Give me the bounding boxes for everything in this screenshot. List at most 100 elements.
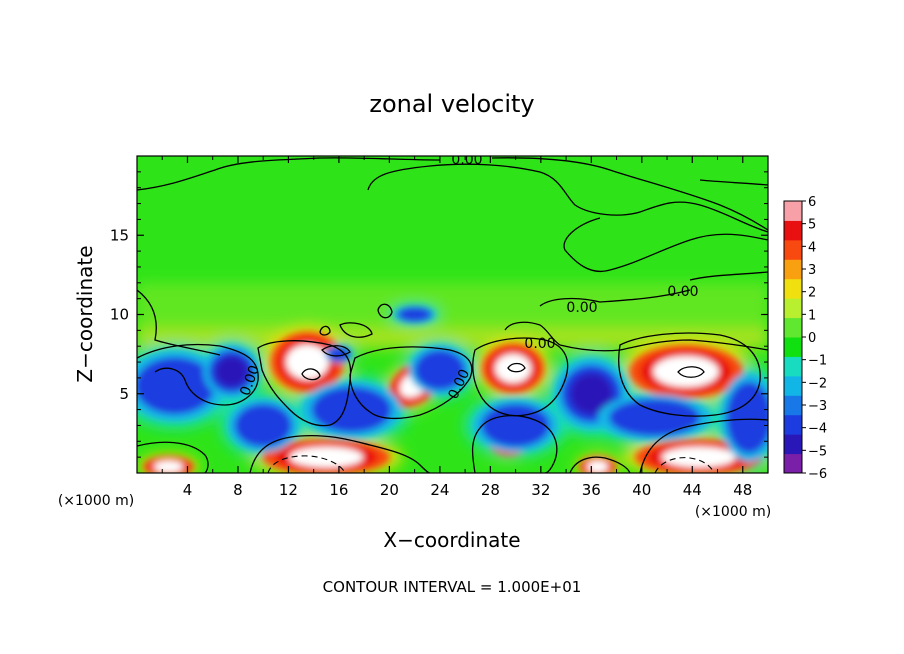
contour-line xyxy=(507,362,526,373)
colorbar-label: −5 xyxy=(808,444,827,459)
x-tick-label: 36 xyxy=(582,481,601,499)
colorbar-label: 5 xyxy=(808,218,816,233)
contour-line xyxy=(301,368,321,381)
contour-line-negative xyxy=(654,457,715,473)
field-max-peak xyxy=(289,446,364,468)
contour-line xyxy=(137,343,259,406)
contour-line xyxy=(539,289,691,307)
field-max-peak xyxy=(286,344,329,380)
x-tick-label: 48 xyxy=(733,481,752,499)
field-max-peak xyxy=(495,353,532,383)
y-tick-label: 5 xyxy=(119,385,129,403)
field-max-peak xyxy=(653,356,719,388)
contour-line xyxy=(319,325,331,336)
x-tick-label: 20 xyxy=(380,481,399,499)
field-max-peak xyxy=(586,460,609,473)
contour-line xyxy=(137,157,441,191)
contour-interval-text: CONTOUR INTERVAL = 1.000E+01 xyxy=(323,578,582,596)
colorbar-swatch xyxy=(784,239,802,260)
contour-line xyxy=(504,321,768,352)
plot-area: 0.00 0.00 0.00 0.00 0.00 0.00 xyxy=(137,152,768,473)
colorbar-label: 2 xyxy=(808,286,816,301)
contour-line xyxy=(367,163,768,233)
x-axis-label: X−coordinate xyxy=(383,528,520,552)
x-tick-label: 40 xyxy=(632,481,651,499)
y-tick-label: 15 xyxy=(110,226,129,244)
contour-line xyxy=(377,303,393,319)
contour-label: 0.00 xyxy=(451,152,482,168)
colorbar-swatch xyxy=(784,298,802,319)
contour-line-negative xyxy=(267,455,346,473)
x-unit-right: (×1000 m) xyxy=(695,504,771,520)
field-min-core xyxy=(608,398,700,437)
contour-line xyxy=(257,340,352,427)
colorbar-label: 6 xyxy=(808,195,816,210)
colorbar-label: 1 xyxy=(808,308,816,323)
x-tick-label: 24 xyxy=(430,481,449,499)
colorbar-label: 4 xyxy=(808,240,816,255)
x-tick-label: 12 xyxy=(279,481,298,499)
colorbar-swatch xyxy=(784,278,802,299)
contour-line xyxy=(563,217,768,273)
colorbar-swatch xyxy=(784,414,802,435)
contour-label: 0.00 xyxy=(667,284,698,300)
colorbar-swatch xyxy=(784,259,802,280)
chart-title: zonal velocity xyxy=(369,90,534,118)
contour-line xyxy=(618,332,761,417)
contour-line xyxy=(137,441,209,473)
contour-line xyxy=(677,366,705,378)
x-unit-left: (×1000 m) xyxy=(58,493,134,509)
field-min-core xyxy=(726,381,768,454)
field-min-peak xyxy=(215,356,249,388)
colorbar-swatch xyxy=(784,201,802,221)
contour-line xyxy=(339,322,373,338)
colorbar: 6 5 4 3 2 1 0 −1 −2 −3 −4 −5 −6 xyxy=(783,195,827,482)
colorbar-swatch xyxy=(784,375,802,396)
contour-line xyxy=(639,418,768,473)
contour-line xyxy=(689,271,768,281)
colorbar-swatch xyxy=(784,337,802,357)
field-min-core xyxy=(234,404,292,447)
field-max-peak xyxy=(661,446,736,468)
contour-line xyxy=(491,157,768,231)
x-tick-label: 32 xyxy=(531,481,550,499)
contour-line xyxy=(321,345,351,357)
field-max-peak xyxy=(153,460,184,473)
colorbar-swatch xyxy=(784,317,802,338)
contour-line xyxy=(137,289,221,356)
x-tick-label: 28 xyxy=(481,481,500,499)
contour-label: 0.00 xyxy=(524,336,555,352)
field-min-peak xyxy=(569,373,613,415)
colorbar-label: 0 xyxy=(808,331,816,346)
colorbar-label: −4 xyxy=(808,422,827,437)
contour-line xyxy=(249,434,431,473)
x-tick-label: 44 xyxy=(683,481,702,499)
contour-line xyxy=(569,456,631,473)
y-axis: 5 10 15 xyxy=(110,171,768,458)
x-axis: 4 8 12 16 20 24 28 32 36 40 44 48 xyxy=(161,156,752,499)
field-min-core xyxy=(327,346,351,362)
colorbar-label: −6 xyxy=(808,467,827,482)
colorbar-swatch xyxy=(784,220,802,241)
colorbar-label: −1 xyxy=(808,354,827,369)
field-min-core xyxy=(311,386,392,433)
field-min-core xyxy=(137,357,215,415)
y-tick-label: 10 xyxy=(110,306,129,324)
contour-lines xyxy=(137,157,768,473)
colorbar-label: 3 xyxy=(808,263,816,278)
field-min-core xyxy=(414,350,465,390)
colorbar-swatch xyxy=(784,434,802,455)
contour-line xyxy=(472,337,569,417)
field-min-core xyxy=(397,307,432,322)
contour-line xyxy=(699,179,768,186)
colorbar-swatch xyxy=(784,356,802,377)
colorbar-swatch xyxy=(784,395,802,416)
contour-label: 0.00 xyxy=(566,300,597,316)
x-tick-label: 8 xyxy=(233,481,243,499)
field-min-core xyxy=(481,404,550,447)
colorbar-label: −2 xyxy=(808,376,827,391)
colorbar-label: −3 xyxy=(808,399,827,414)
contour-line xyxy=(471,414,558,473)
contour-line xyxy=(349,346,473,420)
